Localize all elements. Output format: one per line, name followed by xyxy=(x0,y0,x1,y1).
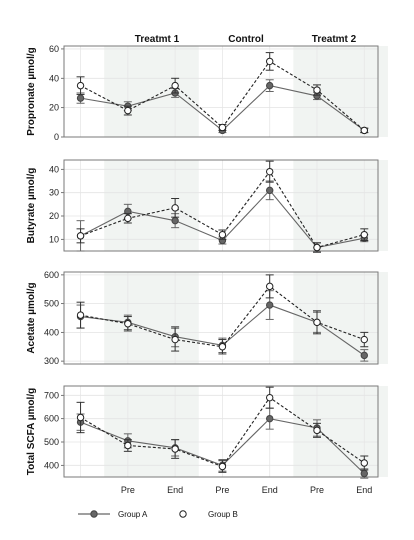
data-point xyxy=(360,469,368,478)
data-point xyxy=(313,426,321,435)
shaded-band-2 xyxy=(293,46,388,137)
shaded-band-2 xyxy=(293,272,388,364)
data-point xyxy=(171,204,179,212)
data-point xyxy=(171,216,179,225)
panel-4: 400 500 600 700 Total SCFA µmol/g xyxy=(26,385,388,479)
x-tick-label: End xyxy=(167,485,183,495)
y-tick-label: 10 xyxy=(49,234,59,244)
y-tick-label: 600 xyxy=(44,270,59,280)
x-tick-label: End xyxy=(356,485,372,495)
data-point xyxy=(266,282,274,291)
y-tick-label: 0 xyxy=(54,132,59,142)
shaded-band-1 xyxy=(104,160,199,251)
shaded-band-1 xyxy=(104,386,199,477)
data-point xyxy=(266,414,274,423)
panel-1: 0 20 40 60 Propronate µmol/g xyxy=(26,44,388,142)
data-point xyxy=(218,123,227,132)
data-point xyxy=(313,86,321,94)
panel-3: 300 400 500 600 Acetate µmol/g xyxy=(26,270,388,366)
legend: Group A Group B xyxy=(78,510,238,519)
legend-label-group-a: Group A xyxy=(118,510,148,519)
y-tick-label: 20 xyxy=(49,103,59,113)
legend-marker-group-a xyxy=(90,510,98,518)
y-tick-label: 700 xyxy=(44,390,59,400)
data-point xyxy=(76,311,85,319)
y-tick-label: 40 xyxy=(49,164,59,174)
data-point xyxy=(218,343,227,351)
data-point xyxy=(360,230,368,239)
data-point xyxy=(360,335,368,344)
y-tick-label: 300 xyxy=(44,356,59,366)
data-point xyxy=(218,230,227,239)
data-point xyxy=(124,214,132,223)
data-point xyxy=(76,94,85,102)
y-tick-label: 500 xyxy=(44,299,59,309)
panel-border xyxy=(63,271,379,365)
data-point xyxy=(171,335,179,344)
x-tick-label: Pre xyxy=(121,485,135,495)
shaded-band-1 xyxy=(104,272,199,364)
legend-marker-group-b xyxy=(179,510,187,518)
data-point xyxy=(76,232,85,240)
series-group-b xyxy=(76,386,369,473)
phase-label-treatmt-1: Treatmt 1 xyxy=(135,34,180,45)
shaded-band-2 xyxy=(293,386,388,477)
y-tick-label: 30 xyxy=(49,188,59,198)
data-point xyxy=(313,318,321,327)
panel-2: 10 20 30 40 Butyrate µmol/g xyxy=(26,159,388,253)
y-axis-label: Acetate µmol/g xyxy=(26,282,37,353)
x-tick-label: End xyxy=(262,485,278,495)
data-point xyxy=(266,81,274,90)
data-point xyxy=(313,243,321,252)
data-point xyxy=(266,393,274,402)
y-tick-label: 40 xyxy=(49,73,59,83)
data-point xyxy=(266,301,274,309)
phase-labels: Treatmt 1 Control Treatmt 2 xyxy=(135,34,357,45)
data-point xyxy=(266,167,274,176)
panel-border xyxy=(63,159,379,252)
x-tick-label: Pre xyxy=(215,485,229,495)
data-point xyxy=(360,459,368,467)
shaded-band-2 xyxy=(293,160,388,251)
y-tick-label: 600 xyxy=(44,414,59,424)
data-point xyxy=(76,81,85,90)
y-axis-label: Total SCFA µmol/g xyxy=(26,388,37,475)
phase-label-control: Control xyxy=(228,34,264,45)
x-tick-label: Pre xyxy=(310,485,324,495)
data-point xyxy=(360,126,368,135)
series-group-b xyxy=(76,274,369,355)
chart-panels: 0 20 40 60 Propronate µmol/g 10 20 30 40 Butyrate… xyxy=(26,44,388,479)
panel-border xyxy=(63,45,379,138)
y-axis-label: Butyrate µmol/g xyxy=(26,168,37,244)
series-group-b xyxy=(76,160,369,253)
data-point xyxy=(171,81,179,90)
panel-border xyxy=(63,385,379,478)
series-group-b xyxy=(76,52,369,135)
data-point xyxy=(218,462,227,471)
shaded-band-1 xyxy=(104,46,199,137)
y-tick-label: 400 xyxy=(44,327,59,337)
y-tick-label: 400 xyxy=(44,460,59,470)
data-point xyxy=(266,57,274,66)
data-point xyxy=(171,445,179,453)
y-axis-label: Propronate µmol/g xyxy=(26,47,37,136)
y-tick-label: 60 xyxy=(49,44,59,54)
phase-label-treatmt-2: Treatmt 2 xyxy=(312,34,357,45)
y-tick-label: 500 xyxy=(44,437,59,447)
data-point xyxy=(124,106,132,115)
legend-label-group-b: Group B xyxy=(208,510,238,519)
data-point xyxy=(76,413,85,422)
data-point xyxy=(360,351,368,360)
data-point xyxy=(266,186,274,195)
y-tick-label: 20 xyxy=(49,211,59,221)
data-point xyxy=(124,441,132,450)
x-axis-labels: Pre End Pre End Pre End xyxy=(121,485,372,495)
data-point xyxy=(124,320,132,328)
